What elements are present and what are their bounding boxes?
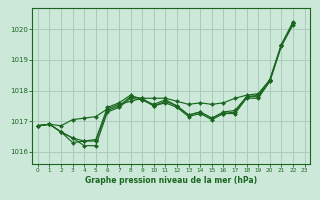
X-axis label: Graphe pression niveau de la mer (hPa): Graphe pression niveau de la mer (hPa): [85, 176, 257, 185]
